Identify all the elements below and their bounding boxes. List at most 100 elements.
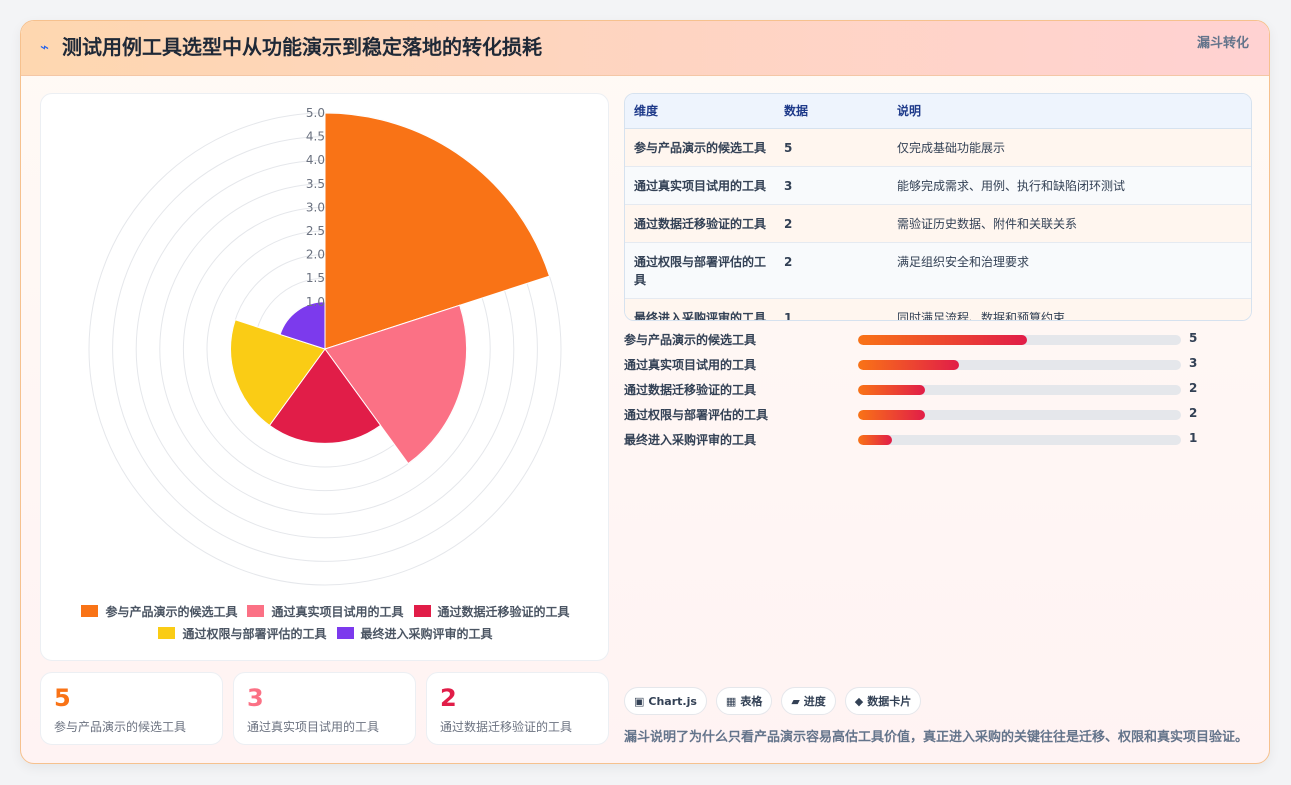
legend-swatch [247,605,265,617]
legend-item[interactable]: 最终进入采购评审的工具 [336,625,493,642]
progress-label: 参与产品演示的候选工具 [624,333,757,347]
table-row: 通过数据迁移验证的工具 2 需验证历史数据、附件和关联关系 [625,204,1251,243]
progress-row: 通过真实项目试用的工具 3 [624,354,1252,374]
table-cell: 通过真实项目试用的工具 [625,166,775,205]
table-cell: 参与产品演示的候选工具 [625,128,775,167]
progress-label: 通过权限与部署评估的工具 [624,408,769,422]
progress-row: 参与产品演示的候选工具 5 [624,329,1252,349]
table-cell: 5 [775,128,888,167]
legend-item[interactable]: 通过数据迁移验证的工具 [413,603,570,620]
stat-card-demo: 5 参与产品演示的候选工具 [40,672,223,745]
chip-progress[interactable]: ▰ 进度 [781,687,836,715]
progress-value: 3 [1189,356,1198,370]
dashboard-card: ⌁ 测试用例工具选型中从功能演示到稳定落地的转化损耗 漏斗转化 5.0 4.5 4.… [20,20,1270,764]
stat-card-trial: 3 通过真实项目试用的工具 [233,672,416,745]
chip-table[interactable]: ▦ 表格 [715,687,773,715]
stat-label: 参与产品演示的候选工具 [54,720,187,734]
progress-fill [858,335,1027,345]
chip-label: 表格 [740,695,763,708]
legend-swatch [81,605,99,617]
chip-label: 进度 [803,695,826,708]
progress-track [858,360,1181,370]
radial-tick-label: 5.0 [306,106,325,120]
lightning-icon: ⌁ [40,38,50,56]
polar-sector[interactable] [279,301,326,350]
legend-item[interactable]: 通过权限与部署评估的工具 [158,625,327,642]
polar-area-chart[interactable]: 5.0 4.5 4.0 3.5 3.0 2.5 2.0 1.5 1.0 [41,94,610,594]
table-cell: 通过数据迁移验证的工具 [625,204,775,243]
progress-value: 5 [1189,331,1198,345]
stat-label: 通过真实项目试用的工具 [247,720,380,734]
header-tag: 漏斗转化 [1196,36,1249,51]
legend-swatch [158,627,176,639]
legend-item[interactable]: 通过真实项目试用的工具 [247,603,404,620]
table-row: 最终进入采购评审的工具 1 同时满足流程、数据和预算约束 [625,298,1251,320]
radial-tick-label: 3.5 [306,177,325,191]
chip-label: Chart.js [648,694,697,708]
legend-swatch [336,627,354,639]
table-cell: 2 [775,204,888,243]
chart-legend: 参与产品演示的候选工具 通过真实项目试用的工具 通过数据迁移验证的工具 通过权限与部… [41,600,610,644]
progress-fill [858,360,960,370]
column-header-dimension: 维度 [625,94,775,129]
polar-chart-panel: 5.0 4.5 4.0 3.5 3.0 2.5 2.0 1.5 1.0 参与产品演示的候选工具通… [40,93,609,661]
polar-sector[interactable] [324,112,551,350]
progress-fill [858,435,892,445]
stat-card-migration: 2 通过数据迁移验证的工具 [426,672,609,745]
legend-item[interactable]: 参与产品演示的候选工具 [81,603,237,620]
radial-tick-label: 2.5 [306,224,325,238]
header: ⌁ 测试用例工具选型中从功能演示到稳定落地的转化损耗 漏斗转化 [21,21,1269,76]
column-header-value: 数据 [775,94,888,129]
chip-group: ▣ Chart.js ▦ 表格 ▰ 进度 ◆ 数据卡片 [624,687,922,715]
table-icon: ▦ [725,694,737,708]
progress-value: 2 [1189,406,1198,420]
radial-tick-label: 1.5 [306,271,325,285]
legend-label: 通过数据迁移验证的工具 [437,604,570,619]
chip-data-card[interactable]: ◆ 数据卡片 [844,687,922,715]
table-row: 通过真实项目试用的工具 3 能够完成需求、用例、执行和缺陷闭环测试 [625,166,1251,205]
legend-label: 通过真实项目试用的工具 [271,604,404,619]
page-title: 测试用例工具选型中从功能演示到稳定落地的转化损耗 [62,35,542,59]
table-row: 通过权限与部署评估的工具 2 满足组织安全和治理要求 [625,242,1251,299]
progress-fill [858,410,926,420]
progress-label: 最终进入采购评审的工具 [624,433,757,447]
table-cell: 满足组织安全和治理要求 [888,242,1251,299]
progress-track [858,435,1181,445]
legend-label: 最终进入采购评审的工具 [360,626,493,641]
chip-label: 数据卡片 [867,695,912,708]
column-header-note: 说明 [888,94,1251,129]
table-cell: 需验证历史数据、附件和关联关系 [888,204,1251,243]
table-row: 参与产品演示的候选工具 5 仅完成基础功能展示 [625,128,1251,167]
progress-fill [858,385,926,395]
legend-label: 通过权限与部署评估的工具 [182,626,327,641]
diamond-icon: ◆ [854,694,864,708]
table-cell: 仅完成基础功能展示 [888,128,1251,167]
stat-value: 5 [54,684,71,712]
legend-swatch [413,605,431,617]
progress-value: 2 [1189,381,1198,395]
radial-tick-label: 4.5 [306,130,325,144]
radial-tick-label: 2.0 [306,248,325,262]
stat-label: 通过数据迁移验证的工具 [440,720,573,734]
table-cell: 2 [775,242,888,299]
stat-value: 3 [247,684,264,712]
radial-tick-label: 4.0 [306,153,325,167]
stat-value: 2 [440,684,457,712]
chart-icon: ▣ [634,694,645,708]
polar-sector[interactable] [230,319,326,427]
progress-row: 通过权限与部署评估的工具 2 [624,404,1252,424]
chip-chartjs[interactable]: ▣ Chart.js [624,687,707,715]
data-table: 维度 数据 说明 参与产品演示的候选工具 5 仅完成基础功能展示 通过真实项目试… [624,93,1252,321]
polar-sector[interactable] [324,304,468,465]
progress-label: 通过真实项目试用的工具 [624,358,757,372]
progress-track [858,385,1181,395]
table-cell: 通过权限与部署评估的工具 [625,242,775,299]
table-cell: 3 [775,166,888,205]
footnote: 漏斗说明了为什么只看产品演示容易高估工具价值，真正进入采购的关键往往是迁移、权限… [624,730,1249,745]
polar-sector[interactable] [268,348,382,444]
table-cell: 同时满足流程、数据和预算约束 [888,298,1251,320]
table-cell: 最终进入采购评审的工具 [625,298,775,320]
progress-value: 1 [1189,431,1198,445]
progress-row: 最终进入采购评审的工具 1 [624,429,1252,449]
radial-tick-label: 1.0 [306,295,325,309]
